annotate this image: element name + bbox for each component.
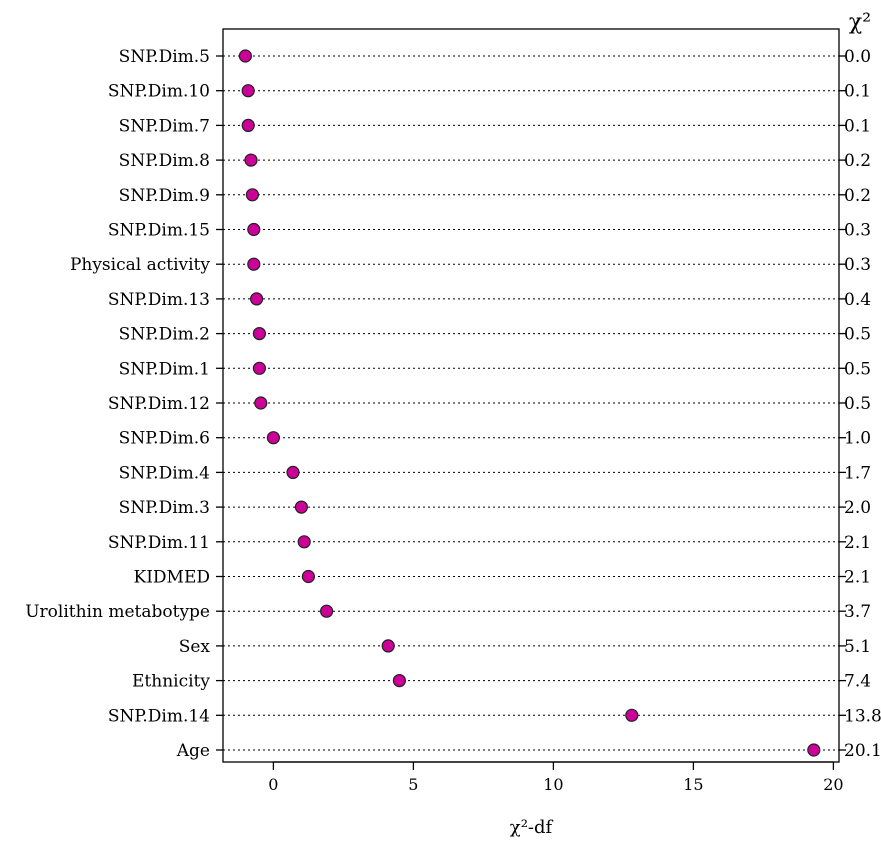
row: Physical activity 0.3: [70, 255, 871, 275]
data-point: [241, 118, 255, 133]
right-column-header: χ²: [849, 10, 871, 35]
row-label: SNP.Dim.9: [119, 186, 210, 206]
chi2-value: 2.1: [844, 533, 871, 553]
chi2-value: 2.1: [844, 568, 871, 588]
data-point: [247, 222, 261, 237]
data-point: [266, 431, 280, 445]
chi2-value: 0.0: [844, 47, 871, 67]
row-label: SNP.Dim.13: [108, 290, 210, 310]
row-label: SNP.Dim.12: [108, 394, 210, 414]
chi2-value: 0.5: [844, 394, 871, 414]
chi2-value: 1.0: [844, 429, 871, 449]
row: Age 20.1: [176, 741, 881, 761]
row-label: Urolithin metabotype: [25, 602, 210, 622]
data-point: [301, 569, 315, 584]
row-label: SNP.Dim.7: [119, 116, 210, 136]
data-point: [286, 465, 300, 479]
data-point: [294, 500, 308, 514]
chi2-value: 5.1: [844, 637, 871, 657]
chi2-value: 7.4: [844, 672, 871, 692]
row-label: Sex: [179, 637, 211, 657]
data-point: [392, 673, 406, 688]
data-point: [247, 257, 261, 271]
chi2-value: 0.5: [844, 359, 871, 379]
row-label: SNP.Dim.4: [119, 463, 210, 483]
data-point: [252, 361, 266, 375]
row: SNP.Dim.1 0.5: [119, 359, 871, 379]
chi2-value: 2.0: [844, 498, 871, 518]
data-point: [241, 84, 255, 98]
x-tick-label: 10: [543, 775, 563, 794]
row-label: SNP.Dim.2: [119, 325, 210, 345]
x-axis-title: χ²-df: [510, 817, 554, 838]
row: SNP.Dim.4 1.7: [119, 463, 871, 483]
chi2-value: 1.7: [844, 463, 871, 483]
data-point: [244, 153, 258, 167]
row: SNP.Dim.6 1.0: [119, 429, 871, 449]
x-tick-label: 0: [268, 775, 278, 794]
chi2-value: 0.3: [844, 221, 871, 241]
row: SNP.Dim.15 0.3: [108, 221, 871, 241]
data-point: [625, 708, 639, 722]
data-point: [807, 743, 821, 757]
x-axis: 0 5 10 15 20: [268, 761, 844, 794]
data-point: [381, 639, 395, 653]
row-label: Age: [176, 741, 210, 761]
data-point: [252, 327, 266, 341]
row: SNP.Dim.7 0.1: [119, 116, 871, 136]
row-label: SNP.Dim.3: [119, 498, 210, 518]
x-tick-label: 15: [683, 775, 703, 794]
chi2-value: 0.1: [844, 116, 871, 136]
row-label: SNP.Dim.10: [108, 82, 210, 102]
row: Urolithin metabotype 3.7: [25, 602, 871, 622]
row: Ethnicity 7.4: [132, 672, 871, 692]
row: SNP.Dim.3 2.0: [119, 498, 871, 518]
row-label: Physical activity: [70, 255, 210, 275]
x-tick-label: 20: [823, 775, 843, 794]
row: KIDMED 2.1: [134, 568, 872, 588]
row: SNP.Dim.10 0.1: [108, 82, 871, 102]
data-point: [250, 292, 264, 306]
x-tick-label: 5: [408, 775, 418, 794]
data-point: [254, 396, 268, 410]
row: SNP.Dim.11 2.1: [108, 533, 871, 553]
row: SNP.Dim.5 0.0: [119, 47, 871, 67]
chi2-value: 20.1: [844, 741, 881, 761]
data-point: [245, 188, 259, 202]
row-label: SNP.Dim.14: [108, 706, 210, 726]
row-label: SNP.Dim.6: [119, 429, 210, 449]
row-label: SNP.Dim.5: [119, 47, 210, 67]
row: SNP.Dim.2 0.5: [119, 325, 871, 345]
data-point: [238, 49, 252, 63]
row: SNP.Dim.14 13.8: [108, 706, 881, 726]
chi2-value: 13.8: [844, 706, 881, 726]
row: SNP.Dim.12 0.5: [108, 394, 871, 414]
chi2-value: 0.2: [844, 151, 871, 171]
chi2-value: 0.4: [844, 290, 871, 310]
chi2-value: 3.7: [844, 602, 871, 622]
row: Sex 5.1: [179, 637, 871, 657]
row-label: SNP.Dim.1: [119, 359, 210, 379]
row-label: KIDMED: [134, 568, 211, 588]
chi2-value: 0.1: [844, 82, 871, 102]
chi2-value: 0.2: [844, 186, 871, 206]
row-label: Ethnicity: [132, 672, 210, 692]
row: SNP.Dim.8 0.2: [119, 151, 871, 171]
data-point: [297, 535, 311, 549]
row: SNP.Dim.13 0.4: [108, 290, 871, 310]
chi2-value: 0.3: [844, 255, 871, 275]
plot-frame: [222, 28, 840, 763]
chi2-value: 0.5: [844, 325, 871, 345]
row: SNP.Dim.9 0.2: [119, 186, 871, 206]
data-point: [320, 604, 334, 618]
row-label: SNP.Dim.8: [119, 151, 210, 171]
row-label: SNP.Dim.15: [108, 221, 210, 241]
row-label: SNP.Dim.11: [108, 533, 210, 553]
